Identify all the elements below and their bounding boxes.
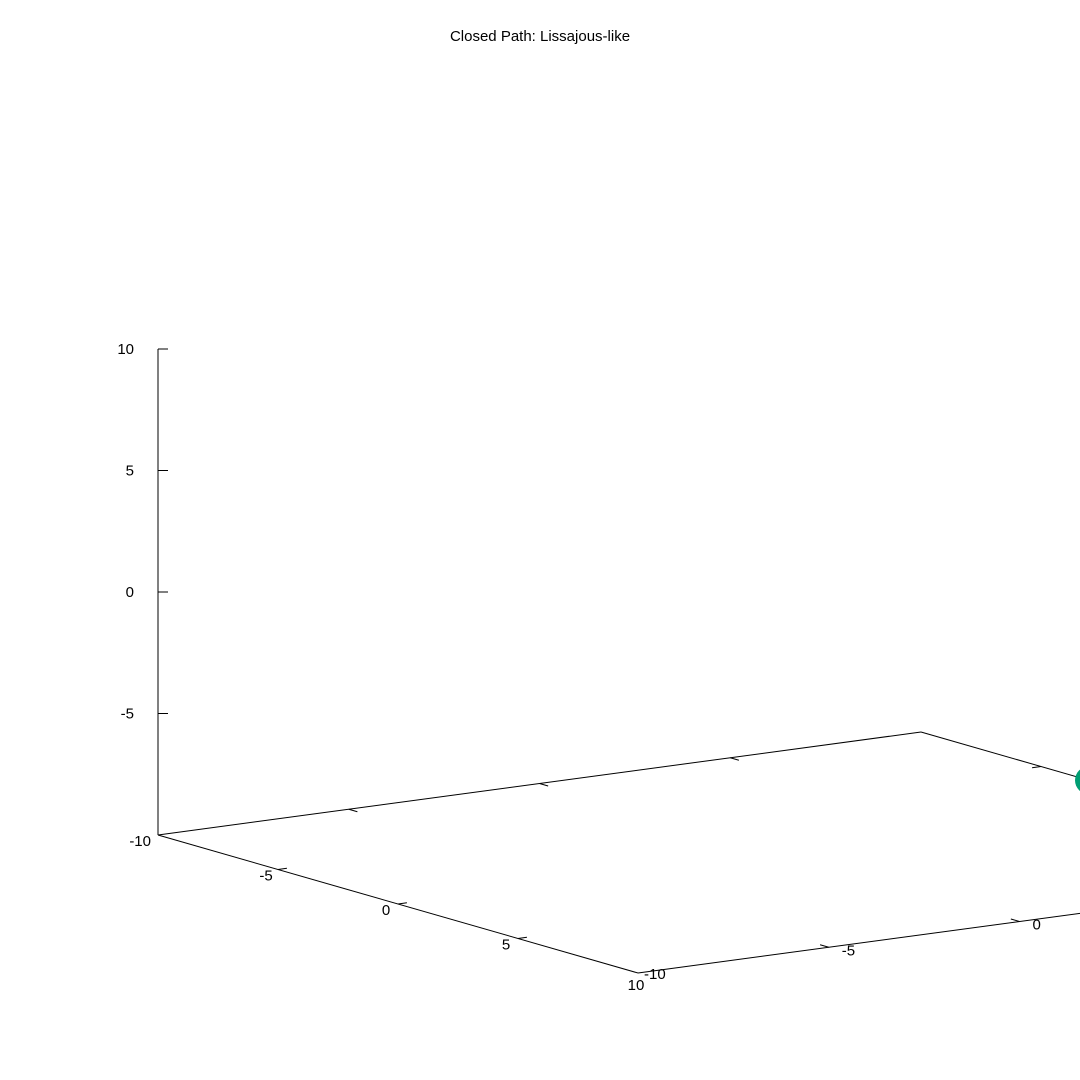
y-tick: [1010, 918, 1020, 922]
ticks-group: [158, 348, 1042, 948]
floor-edge-back: [920, 731, 1080, 779]
x-tick-mirror: [1032, 766, 1042, 769]
x-tick-label: -5: [259, 868, 272, 885]
z-tick-label: 0: [126, 584, 134, 601]
x-tick: [277, 867, 287, 870]
data-point: [1075, 769, 1080, 792]
chart-title: Closed Path: Lissajous-like: [449, 28, 631, 45]
axes-group: [157, 349, 1080, 974]
x-tick: [517, 936, 527, 939]
y-tick: [819, 944, 829, 948]
z-tick-label: 10: [117, 341, 134, 358]
x-tick-label: -10: [129, 833, 151, 850]
z-tick-label: -5: [121, 706, 134, 723]
y-tick-label: 0: [1033, 917, 1041, 934]
y-tick-label: -10: [644, 966, 666, 983]
x-tick-label: 0: [382, 902, 390, 919]
x-tick-label: 5: [502, 937, 510, 954]
x-tick-label: 10: [628, 977, 645, 994]
y-tick-label: -5: [842, 942, 855, 959]
x-tick: [397, 902, 407, 905]
y-tick-mirror: [539, 783, 549, 787]
data-marks-group: [1075, 769, 1080, 792]
y-tick-mirror: [348, 808, 358, 813]
z-tick-label: 5: [126, 463, 134, 480]
floor-edge-right: [637, 912, 1080, 974]
y-tick-mirror: [730, 757, 740, 761]
